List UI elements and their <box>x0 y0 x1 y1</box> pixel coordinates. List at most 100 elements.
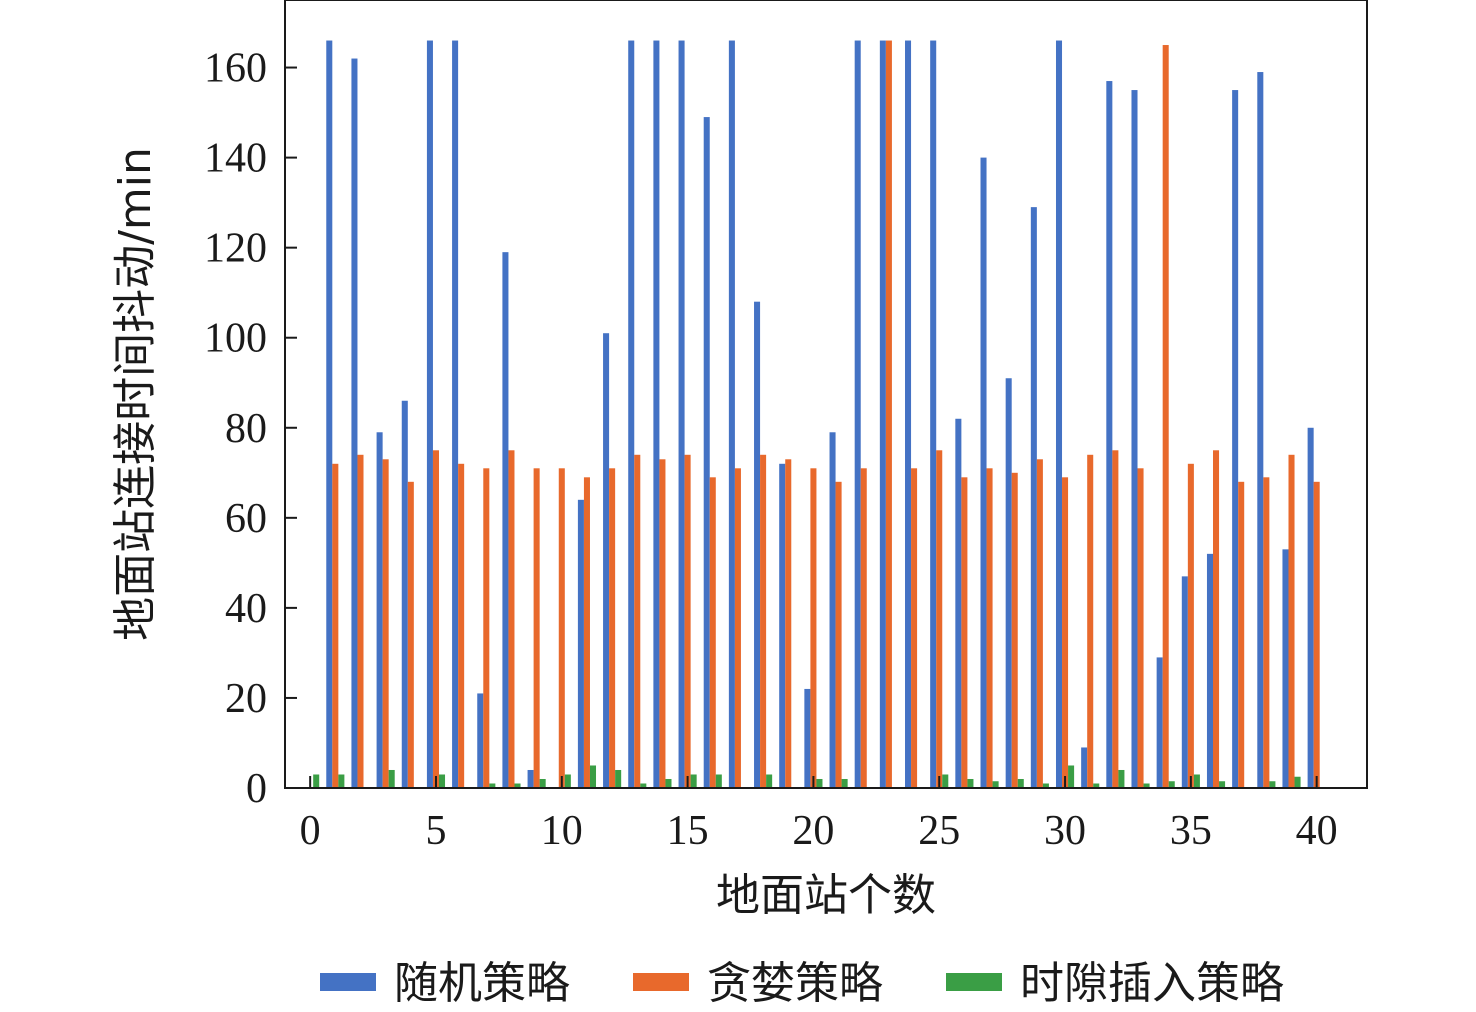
bar-greedy-37 <box>1238 481 1245 788</box>
bar-slot-34 <box>1168 781 1175 788</box>
bar-slot-11 <box>589 765 597 788</box>
legend: 随机策略 贪婪策略 时隙插入策略 <box>320 958 1284 1009</box>
bar-slot-3 <box>388 769 395 788</box>
bar-slot-9 <box>539 778 546 788</box>
bar-random-5 <box>426 40 433 789</box>
bar-random-29 <box>1030 207 1037 789</box>
bar-random-17 <box>728 40 735 789</box>
bar-greedy-21 <box>835 481 842 788</box>
bar-greedy-9 <box>533 468 540 788</box>
bar-greedy-27 <box>986 468 993 788</box>
bar-greedy-8 <box>508 450 515 788</box>
legend-swatch-greedy <box>633 973 689 991</box>
bar-random-24 <box>905 40 912 789</box>
bar-greedy-22 <box>860 468 867 788</box>
x-tick-label: 30 <box>1044 808 1086 854</box>
bar-greedy-17 <box>734 468 741 788</box>
bar-random-36 <box>1206 553 1214 788</box>
y-tick-label: 0 <box>246 766 267 812</box>
bar-greedy-40 <box>1313 481 1320 788</box>
bar-slot-35 <box>1193 774 1200 788</box>
legend-item-slot: 时隙插入策略 <box>946 958 1284 1009</box>
bar-random-16 <box>703 117 710 789</box>
bar-greedy-30 <box>1062 477 1069 788</box>
y-axis-title: 地面站连接时间抖动/min <box>110 147 161 641</box>
bar-slot-8 <box>514 783 521 788</box>
bar-slot-28 <box>1017 778 1024 788</box>
legend-label-random: 随机策略 <box>394 958 570 1009</box>
bar-greedy-7 <box>483 468 490 788</box>
bar-greedy-11 <box>583 477 590 788</box>
bar-slot-13 <box>640 783 647 788</box>
bar-random-23 <box>879 40 886 789</box>
bar-greedy-3 <box>382 459 389 788</box>
bar-slot-14 <box>665 778 672 788</box>
legend-item-random: 随机策略 <box>320 958 570 1009</box>
y-tick-label: 40 <box>225 586 267 632</box>
x-tick-label: 10 <box>541 808 583 854</box>
bar-random-15 <box>678 40 685 789</box>
bar-random-6 <box>452 40 459 789</box>
bar-random-33 <box>1131 90 1138 789</box>
legend-swatch-slot <box>946 973 1002 991</box>
bar-greedy-4 <box>407 481 414 788</box>
x-tick-label: 15 <box>667 808 709 854</box>
bar-greedy-38 <box>1263 477 1270 788</box>
bar-slot-33 <box>1143 783 1150 788</box>
bar-greedy-39 <box>1288 454 1295 788</box>
bar-greedy-10 <box>558 468 565 788</box>
bar-slot-0 <box>313 774 320 788</box>
x-tick-label: 40 <box>1296 808 1338 854</box>
bar-slot-36 <box>1219 781 1226 788</box>
bar-random-38 <box>1257 72 1264 788</box>
bar-slot-10 <box>564 774 571 788</box>
bar-greedy-16 <box>709 477 716 788</box>
bar-greedy-6 <box>458 463 465 788</box>
bar-random-39 <box>1282 549 1289 788</box>
bar-random-9 <box>527 769 534 788</box>
bar-greedy-14 <box>659 459 666 788</box>
bar-greedy-18 <box>760 454 767 788</box>
bar-random-12 <box>603 333 610 788</box>
bar-random-40 <box>1307 427 1314 788</box>
bar-greedy-35 <box>1187 463 1194 788</box>
x-tick-label: 5 <box>425 808 446 854</box>
x-tick-label: 0 <box>300 808 321 854</box>
ticks-group: 0 20 40 60 80 100 120 140 160 0 5 10 15 20 25 30 35 40 <box>204 46 1338 854</box>
bar-random-19 <box>779 463 786 788</box>
bar-random-20 <box>804 688 811 788</box>
bar-random-13 <box>628 40 635 789</box>
bar-random-26 <box>955 418 962 788</box>
bar-greedy-28 <box>1011 472 1018 788</box>
bar-random-4 <box>401 400 408 788</box>
bar-slot-26 <box>967 778 974 788</box>
bar-greedy-26 <box>961 477 968 788</box>
legend-label-slot: 时隙插入策略 <box>1020 958 1284 1009</box>
bar-greedy-29 <box>1036 459 1043 788</box>
bar-random-8 <box>502 252 509 788</box>
y-tick-label: 140 <box>204 136 267 182</box>
bar-greedy-20 <box>810 468 817 788</box>
y-tick-label: 100 <box>204 316 267 362</box>
bar-greedy-31 <box>1087 454 1094 788</box>
bar-slot-21 <box>841 778 848 788</box>
bar-random-3 <box>376 432 383 788</box>
bar-random-22 <box>854 40 861 789</box>
x-tick-label: 20 <box>792 808 834 854</box>
bar-slot-12 <box>615 769 622 788</box>
bar-greedy-34 <box>1162 45 1169 789</box>
bar-slot-7 <box>489 783 496 788</box>
bar-slot-1 <box>338 774 345 788</box>
bar-slot-27 <box>992 781 999 788</box>
bar-greedy-24 <box>911 468 918 788</box>
bar-random-34 <box>1156 657 1163 788</box>
y-tick-label: 60 <box>225 496 267 542</box>
bar-random-2 <box>351 58 358 788</box>
bar-greedy-12 <box>609 468 616 788</box>
bar-greedy-23 <box>885 40 892 789</box>
bar-slot-31 <box>1093 783 1100 788</box>
bar-greedy-25 <box>936 450 943 788</box>
bar-slot-39 <box>1294 776 1301 788</box>
x-tick-label: 25 <box>918 808 960 854</box>
